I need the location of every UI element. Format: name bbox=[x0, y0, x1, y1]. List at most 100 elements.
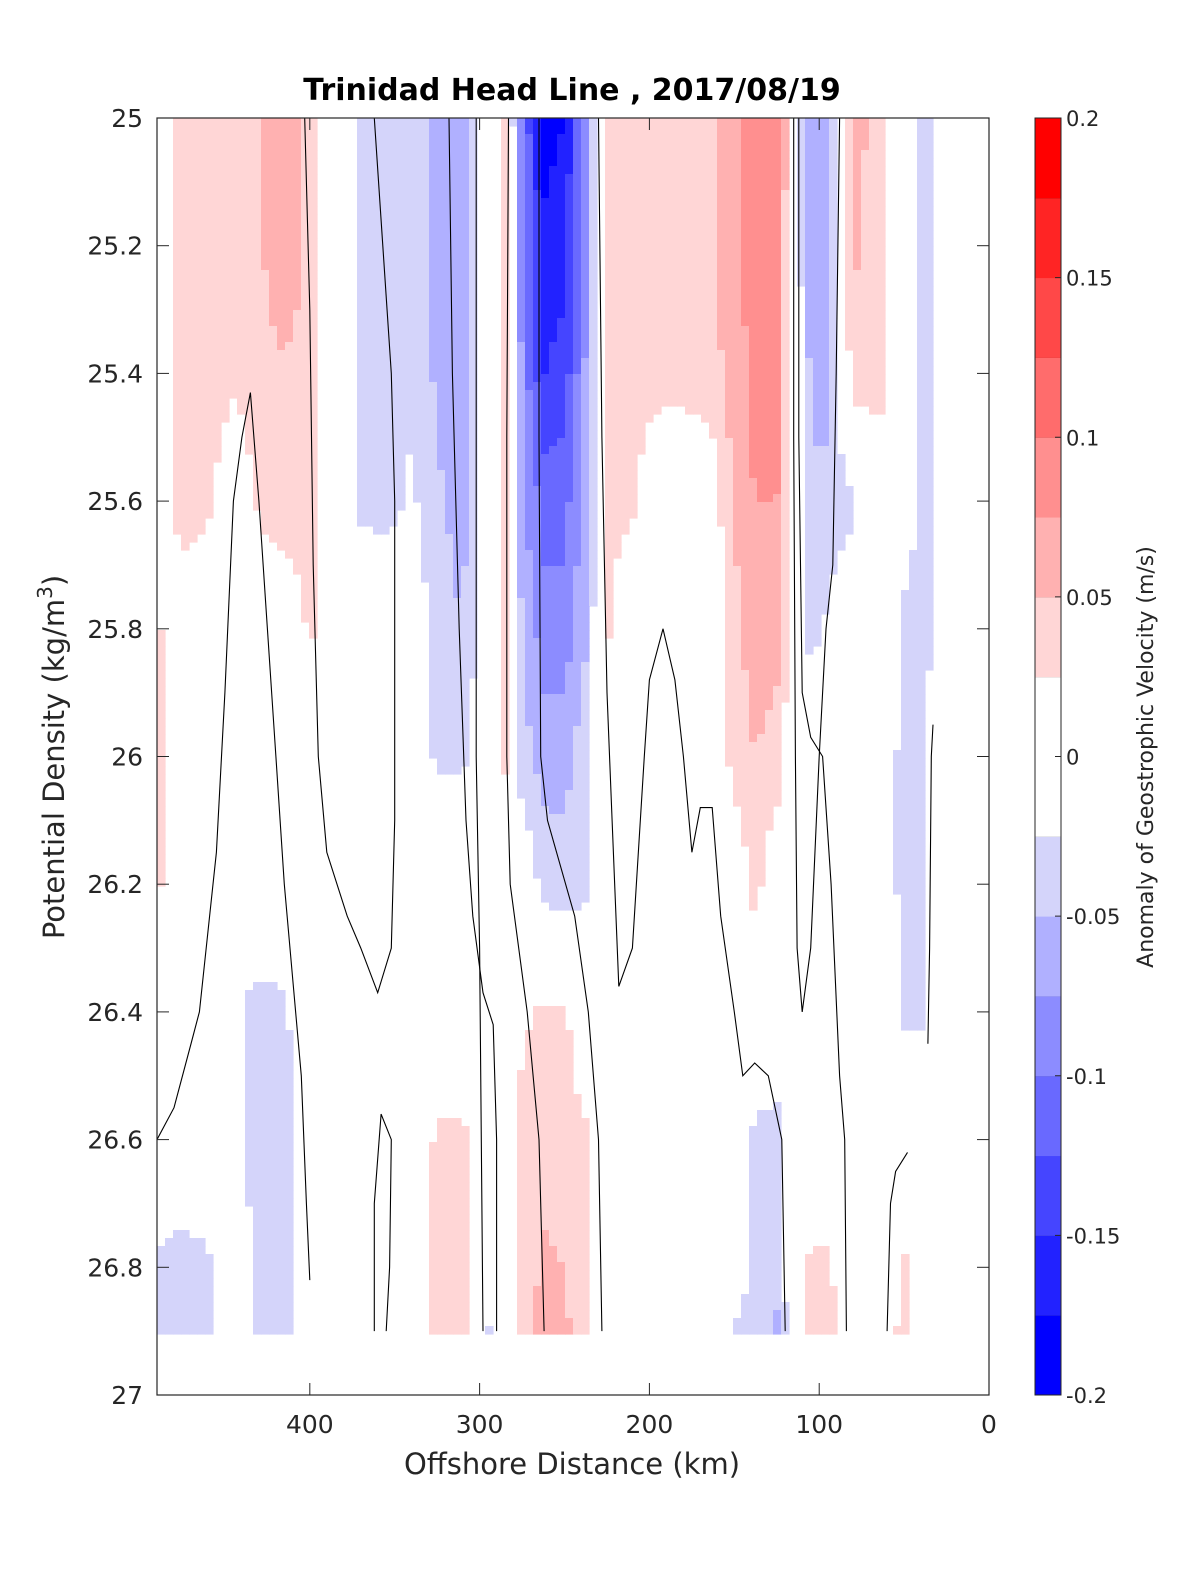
heatmap-cell bbox=[157, 710, 166, 719]
heatmap-cell bbox=[869, 142, 878, 151]
heatmap-cell bbox=[261, 318, 270, 327]
heatmap-cell bbox=[829, 366, 838, 375]
heatmap-cell bbox=[733, 230, 742, 239]
heatmap-cell bbox=[365, 518, 374, 527]
heatmap-cell bbox=[421, 446, 430, 455]
heatmap-cell bbox=[357, 374, 366, 383]
heatmap-cell bbox=[525, 670, 534, 679]
heatmap-cell bbox=[685, 254, 694, 263]
heatmap-cell bbox=[437, 126, 446, 135]
heatmap-cell bbox=[901, 974, 910, 983]
heatmap-cell bbox=[581, 710, 590, 719]
heatmap-cell bbox=[429, 614, 438, 623]
heatmap-cell bbox=[661, 366, 670, 375]
heatmap-cell bbox=[813, 334, 822, 343]
heatmap-cell bbox=[453, 574, 462, 583]
heatmap-cell bbox=[277, 142, 286, 151]
heatmap-cell bbox=[389, 286, 398, 295]
heatmap-cell bbox=[389, 406, 398, 415]
heatmap-cell bbox=[797, 142, 806, 151]
heatmap-cell bbox=[773, 790, 782, 799]
heatmap-cell bbox=[501, 646, 510, 655]
heatmap-cell bbox=[397, 270, 406, 279]
heatmap-cell bbox=[373, 254, 382, 263]
heatmap-cell bbox=[693, 358, 702, 367]
heatmap-cell bbox=[549, 534, 558, 543]
heatmap-cell bbox=[205, 382, 214, 391]
heatmap-cell bbox=[373, 350, 382, 359]
heatmap-cell bbox=[533, 398, 542, 407]
heatmap-cell bbox=[773, 470, 782, 479]
heatmap-cell bbox=[533, 614, 542, 623]
heatmap-cell bbox=[437, 558, 446, 567]
heatmap-cell bbox=[381, 270, 390, 279]
heatmap-cell bbox=[309, 238, 318, 247]
heatmap-cell bbox=[557, 710, 566, 719]
heatmap-cell bbox=[581, 422, 590, 431]
heatmap-cell bbox=[269, 398, 278, 407]
heatmap-cell bbox=[637, 158, 646, 167]
heatmap-cell bbox=[629, 230, 638, 239]
heatmap-cell bbox=[645, 206, 654, 215]
heatmap-cell bbox=[309, 622, 318, 631]
heatmap-cell bbox=[549, 758, 558, 767]
heatmap-cell bbox=[365, 206, 374, 215]
heatmap-cell bbox=[293, 502, 302, 511]
heatmap-cell bbox=[533, 526, 542, 535]
heatmap-cell bbox=[357, 366, 366, 375]
heatmap-cell bbox=[693, 158, 702, 167]
heatmap-cell bbox=[525, 174, 534, 183]
heatmap-cell bbox=[381, 246, 390, 255]
heatmap-cell bbox=[373, 390, 382, 399]
heatmap-cell bbox=[405, 222, 414, 231]
heatmap-cell bbox=[557, 894, 566, 903]
heatmap-cell bbox=[205, 510, 214, 519]
heatmap-cell bbox=[909, 822, 918, 831]
heatmap-cell bbox=[733, 678, 742, 687]
heatmap-cell bbox=[437, 254, 446, 263]
heatmap-cell bbox=[229, 214, 238, 223]
heatmap-cell bbox=[469, 366, 478, 375]
heatmap-cell bbox=[437, 614, 446, 623]
heatmap-cell bbox=[573, 254, 582, 263]
heatmap-cell bbox=[517, 262, 526, 271]
heatmap-cell bbox=[733, 358, 742, 367]
heatmap-cell bbox=[925, 262, 934, 271]
heatmap-cell bbox=[309, 430, 318, 439]
heatmap-cell bbox=[757, 582, 766, 591]
heatmap-cell bbox=[717, 310, 726, 319]
heatmap-cell bbox=[717, 254, 726, 263]
heatmap-cell bbox=[205, 326, 214, 335]
heatmap-cell bbox=[437, 286, 446, 295]
heatmap-cell bbox=[269, 142, 278, 151]
heatmap-cell bbox=[613, 350, 622, 359]
heatmap-cell bbox=[877, 350, 886, 359]
heatmap-cell bbox=[533, 390, 542, 399]
heatmap-cell bbox=[429, 638, 438, 647]
heatmap-cell bbox=[429, 246, 438, 255]
heatmap-cell bbox=[365, 382, 374, 391]
heatmap-cell bbox=[533, 726, 542, 735]
heatmap-cell bbox=[293, 262, 302, 271]
heatmap-cell bbox=[501, 478, 510, 487]
heatmap-cell bbox=[157, 630, 166, 639]
heatmap-cell bbox=[573, 550, 582, 559]
heatmap-cell bbox=[869, 246, 878, 255]
heatmap-cell bbox=[269, 414, 278, 423]
heatmap-cell bbox=[877, 134, 886, 143]
heatmap-cell bbox=[757, 142, 766, 151]
heatmap-cell bbox=[221, 390, 230, 399]
heatmap-cell bbox=[925, 502, 934, 511]
heatmap-cell bbox=[869, 198, 878, 207]
heatmap-cell bbox=[157, 662, 166, 671]
heatmap-cell bbox=[541, 502, 550, 511]
heatmap-cell bbox=[565, 486, 574, 495]
heatmap-cell bbox=[917, 206, 926, 215]
heatmap-cell bbox=[181, 174, 190, 183]
heatmap-cell bbox=[173, 286, 182, 295]
heatmap-cell bbox=[917, 758, 926, 767]
heatmap-cell bbox=[669, 254, 678, 263]
heatmap-cell bbox=[541, 462, 550, 471]
heatmap-cell bbox=[717, 262, 726, 271]
heatmap-cell bbox=[205, 470, 214, 479]
